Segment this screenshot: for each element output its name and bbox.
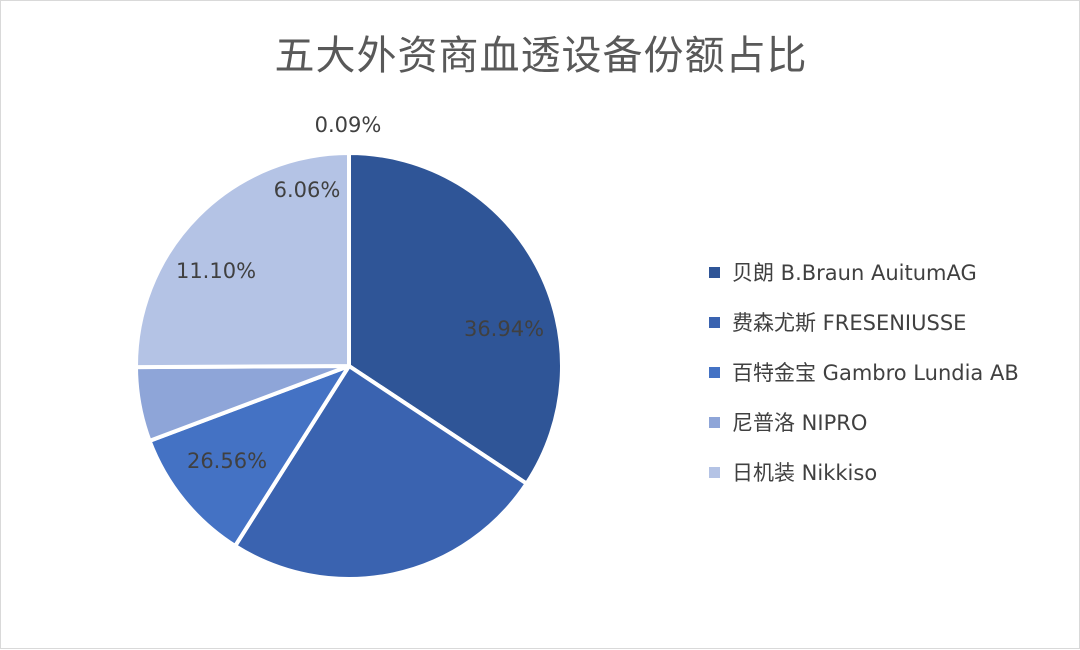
legend-item-5: 日机装 Nikkiso bbox=[709, 447, 1019, 497]
legend-swatch bbox=[709, 466, 720, 478]
legend-label: 贝朗 B.Braun AuitumAG bbox=[732, 261, 977, 285]
pie-slice-5 bbox=[134, 151, 351, 370]
chart-title: 五大外资商血透设备份额占比 bbox=[274, 33, 808, 79]
data-label-3: 11.10% bbox=[176, 259, 256, 283]
legend-swatch bbox=[709, 266, 720, 278]
data-label-2: 26.56% bbox=[187, 449, 267, 473]
legend-swatch bbox=[709, 366, 720, 378]
legend-label: 尼普洛 NIPRO bbox=[732, 411, 868, 435]
data-label-4: 6.06% bbox=[274, 178, 341, 202]
legend-item-2: 费森尤斯 FRESENIUSSE bbox=[709, 297, 1019, 347]
legend-item-1: 贝朗 B.Braun AuitumAG bbox=[709, 247, 1019, 297]
chart-legend: 贝朗 B.Braun AuitumAG 费森尤斯 FRESENIUSSE 百特金宝 … bbox=[709, 247, 1019, 497]
legend-label: 百特金宝 Gambro Lundia AB bbox=[732, 361, 1019, 385]
pie-slice-3 bbox=[147, 364, 351, 548]
data-label-1: 36.94% bbox=[464, 317, 544, 341]
legend-swatch bbox=[709, 416, 720, 428]
legend-label: 费森尤斯 FRESENIUSSE bbox=[732, 311, 967, 335]
legend-item-4: 尼普洛 NIPRO bbox=[709, 397, 1019, 447]
legend-swatch bbox=[709, 316, 720, 328]
legend-item-3: 百特金宝 Gambro Lundia AB bbox=[709, 347, 1019, 397]
data-label-5: 0.09% bbox=[315, 113, 382, 137]
legend-label: 日机装 Nikkiso bbox=[732, 461, 878, 485]
pie-slice-2 bbox=[233, 364, 529, 581]
